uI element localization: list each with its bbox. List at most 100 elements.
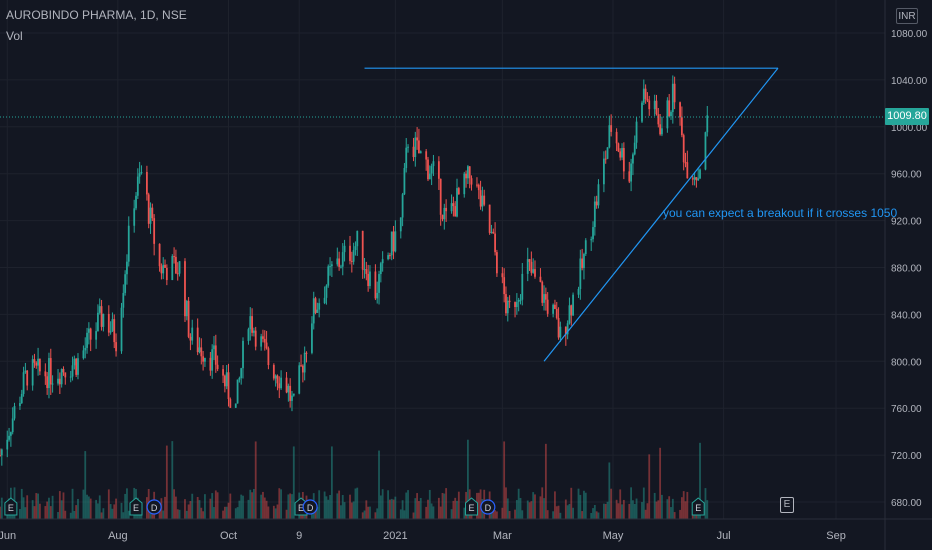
volume-bar [162, 510, 165, 519]
candle-body [392, 231, 395, 252]
candle-body [706, 115, 709, 133]
candle-body [568, 305, 571, 324]
candle-body [95, 331, 98, 340]
candle-body [697, 178, 700, 181]
candle-body [468, 166, 471, 179]
candle-body [71, 365, 74, 377]
candle-body [60, 369, 63, 385]
volume-bar [175, 496, 177, 519]
earnings-icon [691, 497, 705, 516]
candle-body [622, 148, 625, 172]
volume-bar [593, 505, 596, 519]
candle-body [100, 306, 103, 327]
candle-body [401, 194, 404, 218]
candle-body [367, 273, 370, 287]
volume-bar [225, 506, 228, 519]
candle-body [222, 369, 224, 376]
volume-bar [111, 508, 114, 519]
volume-bar [196, 497, 199, 519]
volume-bar [102, 508, 105, 519]
candle-body [399, 217, 402, 232]
candle-body [140, 171, 143, 174]
price-tick-label: 880.00 [891, 264, 922, 275]
candle-body [349, 245, 351, 261]
volume-bar [122, 512, 125, 519]
volume-bar [95, 499, 98, 519]
candle-body [225, 372, 228, 387]
candle-body [149, 207, 152, 224]
volume-bar [19, 509, 21, 519]
volume-bar [566, 505, 569, 519]
candle-body [316, 309, 319, 313]
candle-body [135, 195, 137, 209]
volume-bar [58, 491, 61, 519]
price-tick-label: 720.00 [891, 451, 922, 462]
volume-bar [441, 492, 444, 519]
volume-bar [272, 505, 275, 519]
candle-body [64, 372, 67, 378]
volume-bar [198, 500, 201, 519]
volume-bar [570, 487, 573, 519]
volume-bar [260, 494, 263, 519]
candle-body [644, 88, 647, 99]
volume-bar [539, 496, 542, 519]
candle-body [260, 336, 263, 347]
volume-bar [374, 512, 377, 519]
candle-body [604, 158, 607, 160]
candle-body [642, 88, 645, 103]
candle-body [544, 294, 547, 300]
candle-body [145, 171, 148, 195]
volume-bar [343, 502, 346, 519]
candle-body [240, 368, 243, 379]
volume-bar [680, 497, 683, 519]
volume-bar [416, 493, 419, 519]
event-marker-label: D [307, 503, 314, 513]
currency-badge[interactable]: INR [896, 8, 918, 24]
candle-body [555, 308, 558, 318]
volume-bar [204, 494, 206, 519]
candle-body [584, 240, 587, 254]
volume-bar [185, 510, 188, 519]
volume-bar [494, 510, 496, 519]
volume-bar [661, 494, 663, 519]
candle-body [111, 319, 114, 331]
dividend-icon [146, 499, 162, 515]
time-tick-label: Sep [826, 530, 846, 542]
candle-body [82, 350, 85, 359]
volume-bar [211, 493, 214, 519]
candle-body [557, 317, 560, 338]
candle-body [496, 252, 498, 274]
candle-body [191, 327, 194, 341]
candle-body [457, 188, 460, 195]
volume-bar [603, 503, 605, 519]
volume-bar [583, 490, 585, 519]
volume-bar [554, 491, 556, 519]
price-tick-label: 1000.00 [891, 123, 928, 134]
price-tick-label: 760.00 [891, 404, 922, 415]
candle-body [441, 214, 444, 220]
upcoming-earnings-icon[interactable]: E [780, 497, 794, 513]
candle-body [164, 264, 166, 268]
volume-bar [325, 496, 328, 519]
volume-bar [26, 495, 29, 519]
volume-bar [338, 490, 341, 519]
candle-body [341, 252, 344, 267]
candle-body [414, 137, 417, 158]
candle-body [615, 131, 618, 144]
volume-bar [534, 494, 536, 519]
volume-bar [242, 495, 244, 519]
volume-bar [564, 499, 567, 519]
candle-body [704, 132, 707, 170]
volume-bar [592, 508, 594, 519]
volume-bar [97, 503, 99, 519]
volume-bar [64, 510, 67, 519]
volume-bar [216, 492, 219, 519]
candle-body [566, 323, 569, 335]
event-marker-label: D [151, 503, 158, 513]
candle-body [184, 261, 186, 317]
volume-bar [87, 496, 90, 519]
volume-bar [557, 505, 560, 519]
candle-body [272, 365, 275, 379]
candle-body [646, 98, 649, 101]
